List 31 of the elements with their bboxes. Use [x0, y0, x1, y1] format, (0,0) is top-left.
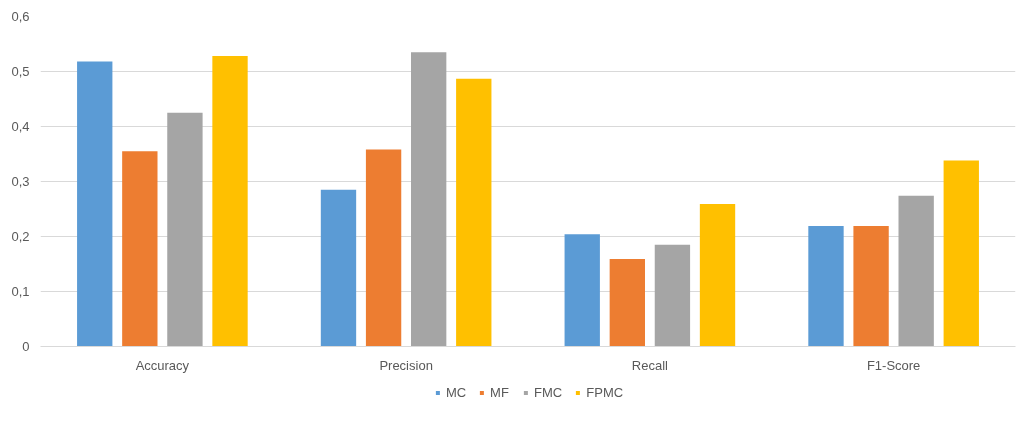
bar	[699, 204, 736, 347]
legend-label: FMC	[534, 384, 563, 400]
x-tick-label: Accuracy	[135, 357, 190, 373]
y-tick-label: 0,1	[11, 284, 30, 299]
y-tick-label: 0,2	[11, 229, 30, 244]
legend-label: MF	[490, 384, 510, 400]
legend-label: MC	[445, 384, 467, 400]
legend-label: FPMC	[586, 384, 624, 400]
bar	[943, 160, 979, 347]
bar	[456, 78, 492, 347]
bar	[212, 56, 248, 347]
bar	[167, 112, 203, 347]
y-tick-label: 0,3	[11, 174, 30, 189]
y-tick-label: 0,4	[11, 119, 30, 134]
bar	[564, 234, 600, 347]
bar	[77, 61, 113, 347]
x-tick-label: Precision	[379, 357, 433, 373]
bar	[320, 189, 357, 347]
bar	[654, 244, 691, 347]
x-tick-label: F1-Score	[866, 357, 921, 373]
y-tick-label: 0,5	[11, 64, 30, 79]
bar	[411, 52, 447, 347]
bar	[808, 226, 844, 347]
bar	[609, 259, 645, 347]
bar	[365, 149, 402, 347]
bar	[122, 151, 158, 347]
y-tick-label: 0	[22, 339, 30, 354]
x-tick-label: Recall	[631, 357, 669, 373]
bar	[898, 195, 934, 347]
bar	[853, 226, 889, 347]
y-tick-label: 0,6	[11, 9, 30, 24]
